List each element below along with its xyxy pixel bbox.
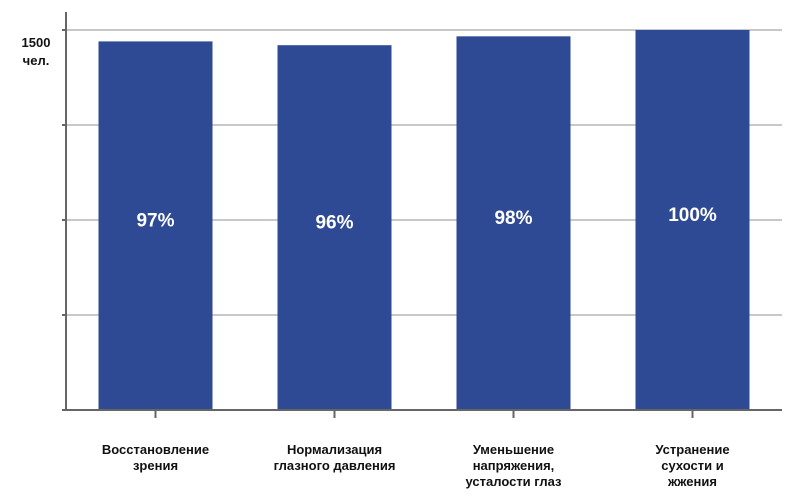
- x-category-label: Восстановление зрения: [101, 442, 210, 473]
- bar-value-label: 96%: [315, 213, 353, 234]
- bar: [456, 36, 571, 410]
- x-category-label: Уменьшение напряжения, усталости глаз: [465, 442, 562, 489]
- bar: [635, 30, 750, 410]
- y-axis-max-label: 1500 чел.: [21, 35, 51, 68]
- bar-value-label: 100%: [668, 205, 717, 226]
- bar: [98, 41, 213, 411]
- x-category-label: Нормализация глазного давления: [273, 442, 396, 473]
- bar: [277, 45, 392, 410]
- bar-value-label: 98%: [494, 208, 532, 229]
- x-category-label: Устранение сухости и жжения: [655, 442, 730, 489]
- bar-value-label: 97%: [136, 211, 174, 232]
